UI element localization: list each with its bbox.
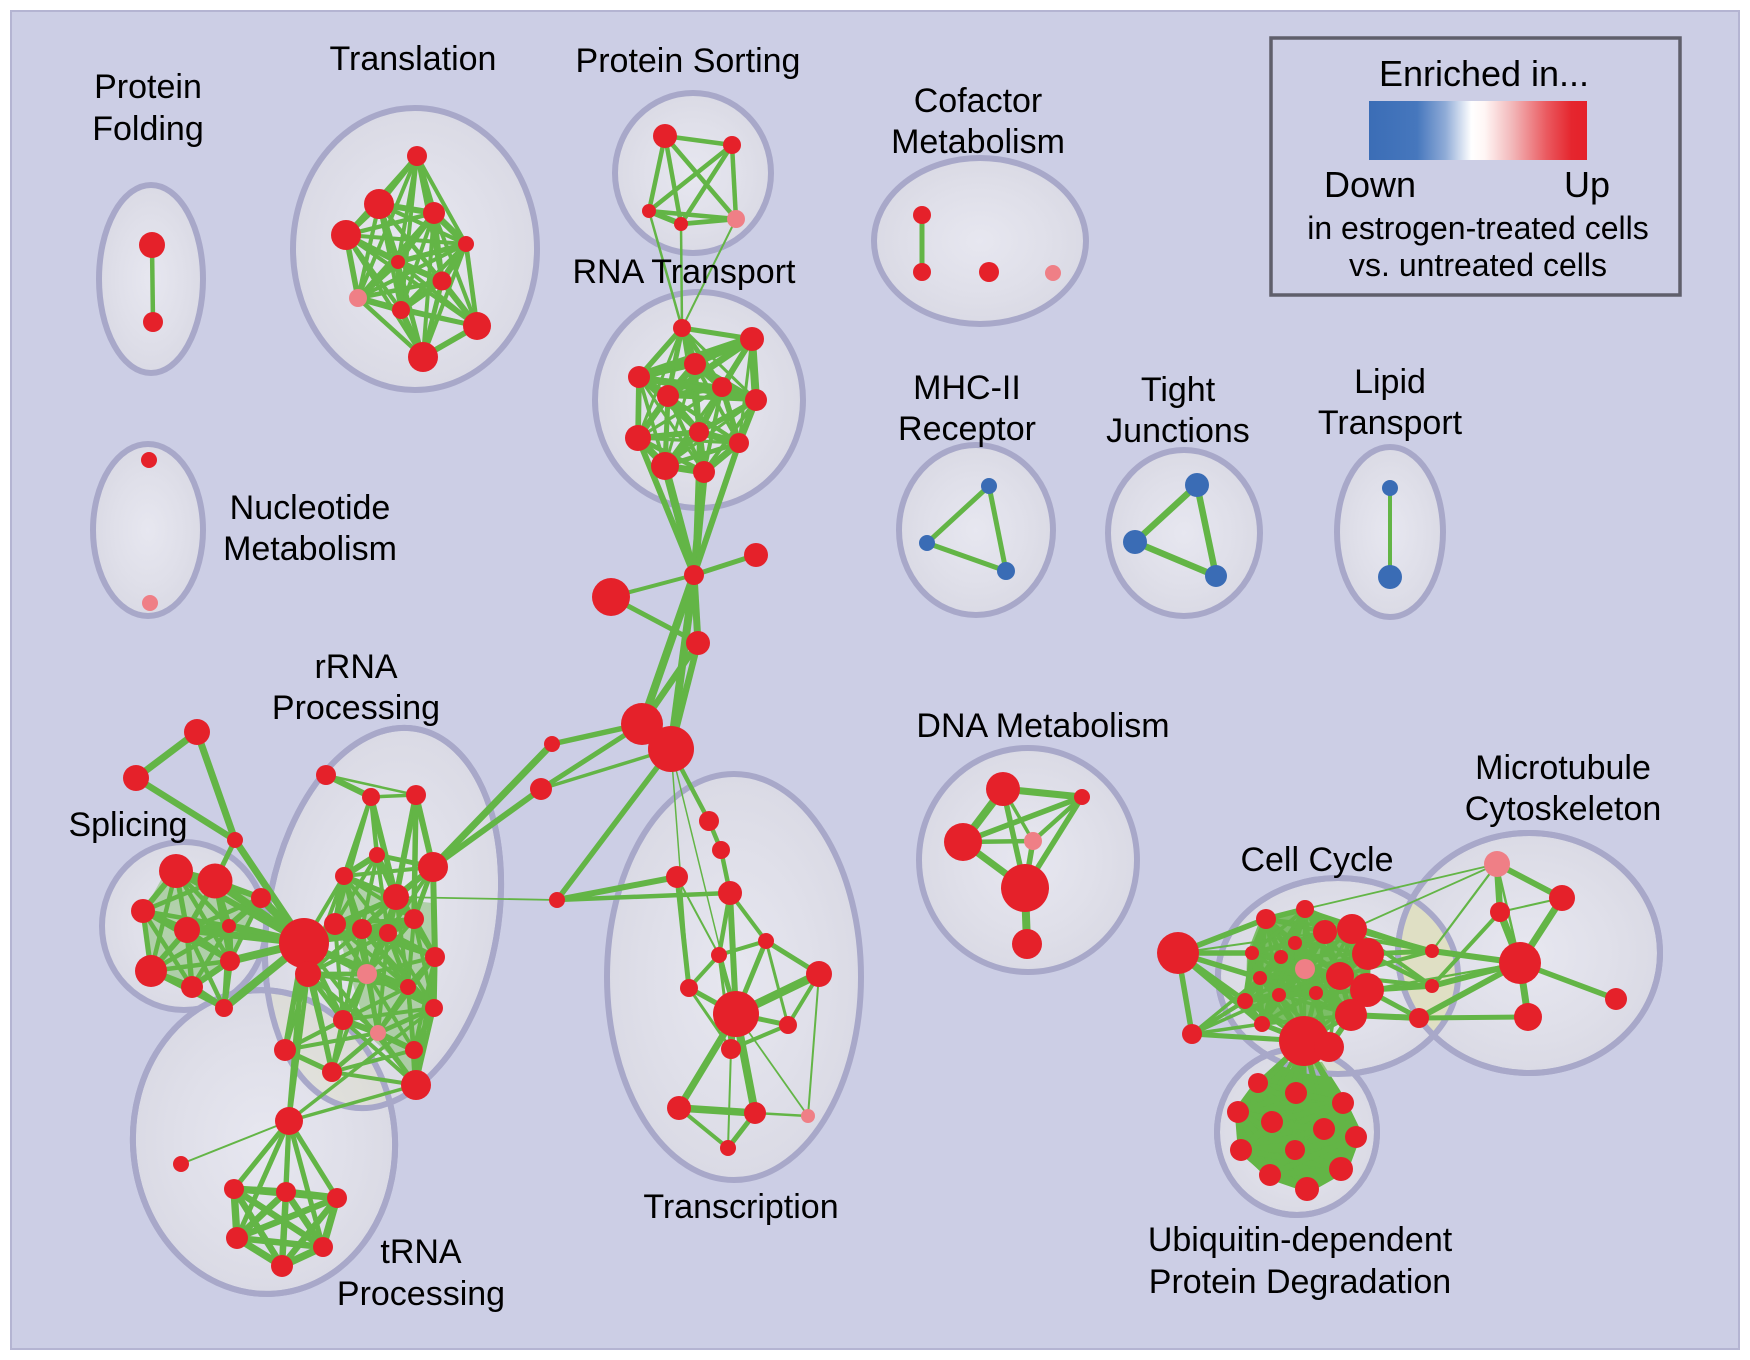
svg-text:Microtubule: Microtubule (1475, 749, 1651, 787)
svg-text:Enriched in...: Enriched in... (1379, 53, 1589, 94)
svg-text:Cell Cycle: Cell Cycle (1240, 841, 1393, 879)
svg-text:Protein Degradation: Protein Degradation (1149, 1263, 1451, 1301)
svg-text:MHC-II: MHC-II (913, 369, 1021, 407)
svg-text:Processing: Processing (337, 1275, 505, 1313)
svg-text:Protein: Protein (94, 68, 202, 106)
svg-text:Tight: Tight (1141, 371, 1216, 409)
svg-text:Lipid: Lipid (1354, 363, 1426, 401)
svg-text:Junctions: Junctions (1106, 412, 1250, 450)
svg-text:Cofactor: Cofactor (914, 82, 1043, 120)
svg-text:Protein Sorting: Protein Sorting (576, 42, 801, 80)
svg-text:Folding: Folding (92, 110, 204, 148)
svg-text:Nucleotide: Nucleotide (230, 489, 391, 527)
svg-text:in estrogen-treated cells: in estrogen-treated cells (1307, 210, 1649, 246)
svg-text:Transport: Transport (1318, 404, 1463, 442)
svg-text:rRNA: rRNA (314, 648, 397, 686)
svg-text:vs. untreated cells: vs. untreated cells (1349, 247, 1607, 283)
svg-text:Splicing: Splicing (68, 806, 187, 844)
svg-text:Processing: Processing (272, 689, 440, 727)
svg-text:Down: Down (1324, 164, 1416, 205)
svg-text:Metabolism: Metabolism (223, 530, 397, 568)
svg-text:Metabolism: Metabolism (891, 123, 1065, 161)
svg-text:RNA Transport: RNA Transport (573, 253, 797, 291)
svg-text:Ubiquitin-dependent: Ubiquitin-dependent (1148, 1221, 1453, 1259)
svg-text:Receptor: Receptor (898, 410, 1036, 448)
svg-text:Up: Up (1564, 164, 1610, 205)
svg-text:Transcription: Transcription (643, 1188, 838, 1226)
svg-text:Cytoskeleton: Cytoskeleton (1465, 790, 1662, 828)
svg-text:DNA Metabolism: DNA Metabolism (916, 707, 1169, 745)
svg-text:Translation: Translation (330, 40, 497, 78)
svg-text:tRNA: tRNA (380, 1233, 462, 1271)
